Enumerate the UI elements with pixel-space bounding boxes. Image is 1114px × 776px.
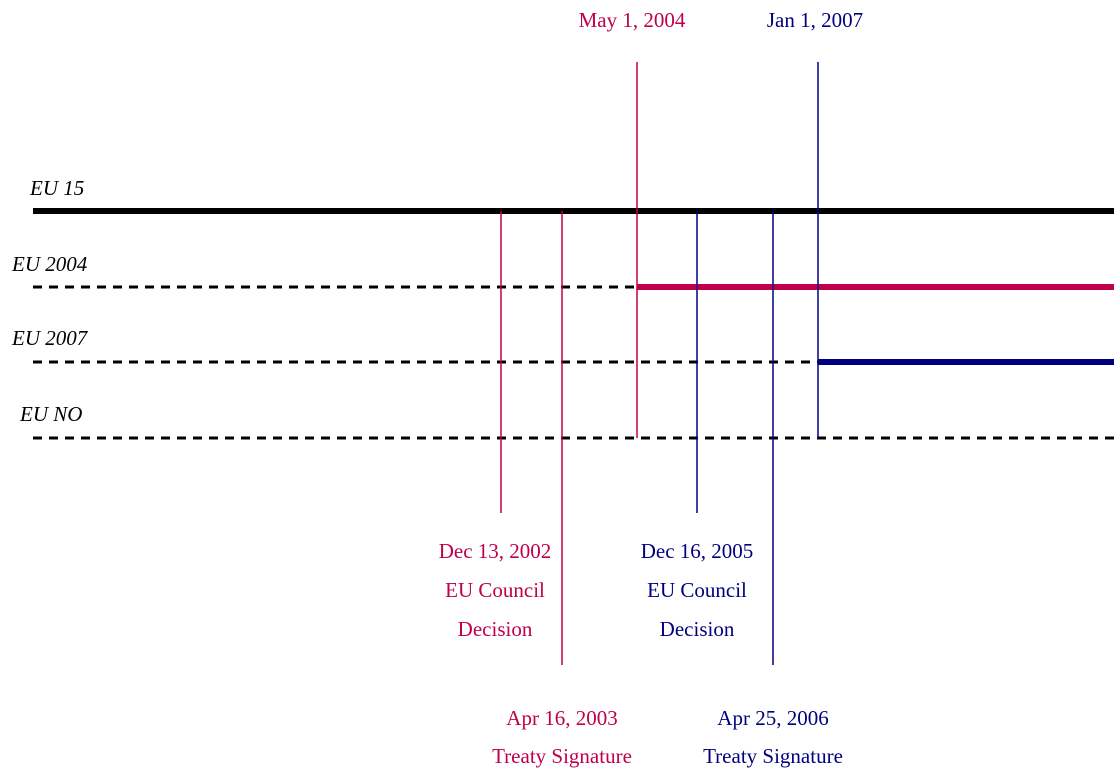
lane-label: EU 15 <box>29 176 84 200</box>
event-description: EU Council <box>445 578 545 602</box>
event-description: Treaty Signature <box>492 744 632 768</box>
event-date: May 1, 2004 <box>579 8 686 32</box>
event-description: EU Council <box>647 578 747 602</box>
event-date: Apr 25, 2006 <box>717 706 828 730</box>
event-date: Dec 16, 2005 <box>641 539 754 563</box>
event-date: Apr 16, 2003 <box>506 706 617 730</box>
lane-label: EU 2007 <box>11 326 89 350</box>
event-description: Decision <box>458 617 533 641</box>
event-description: Decision <box>660 617 735 641</box>
event-description: Treaty Signature <box>703 744 843 768</box>
event-date: Jan 1, 2007 <box>767 8 863 32</box>
lane-label: EU 2004 <box>11 252 88 276</box>
lane-label: EU NO <box>19 402 82 426</box>
event-date: Dec 13, 2002 <box>439 539 552 563</box>
